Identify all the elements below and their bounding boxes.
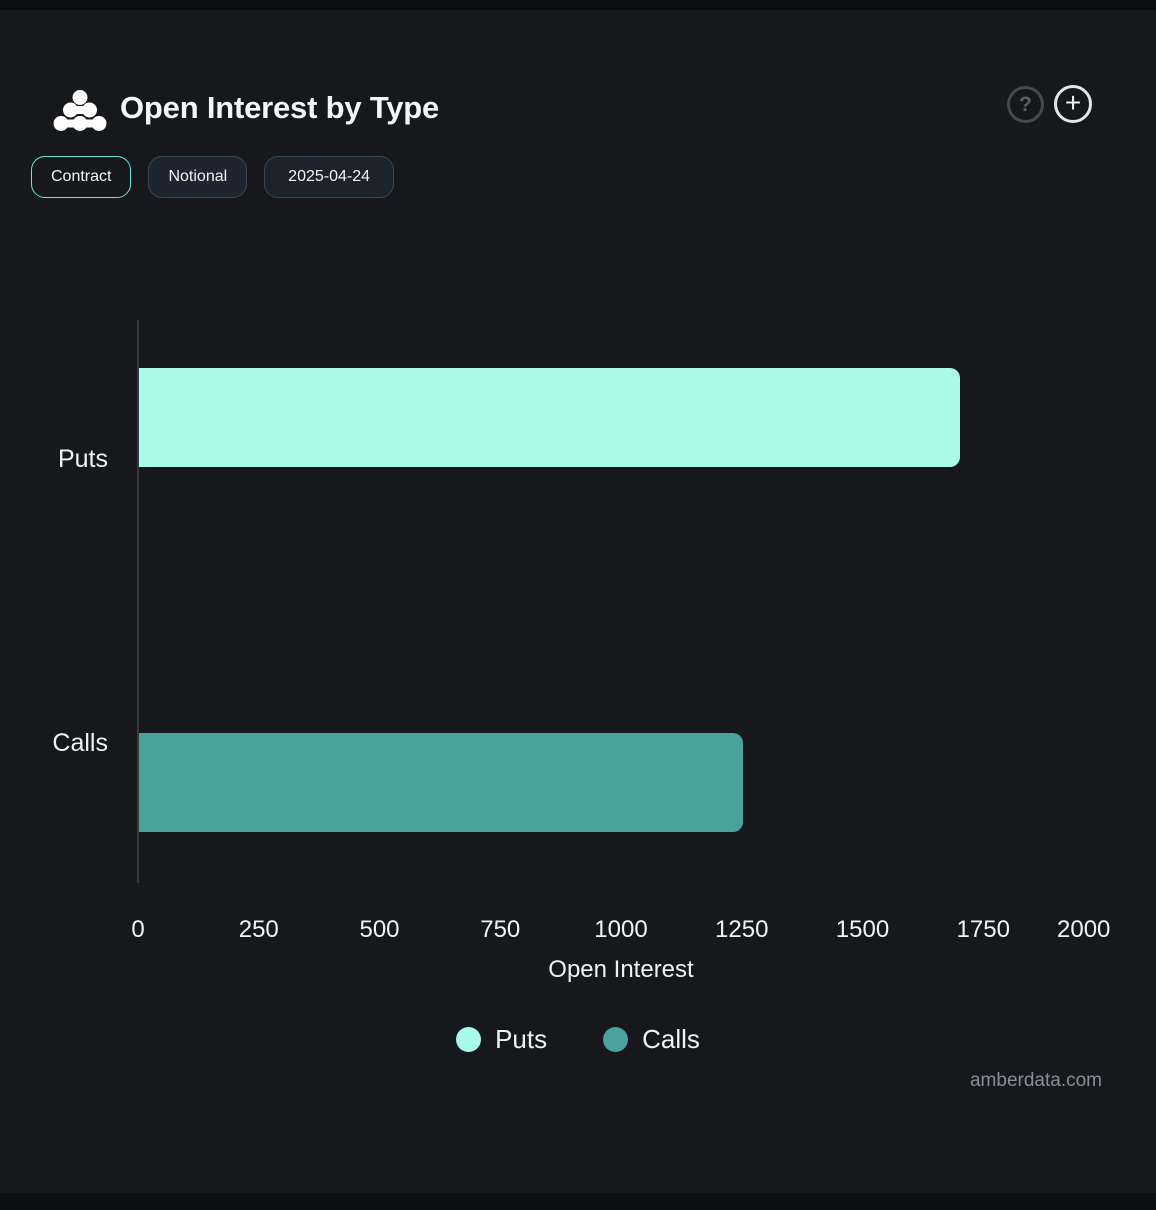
notional-toggle-button[interactable]: Notional: [148, 156, 248, 198]
category-label-puts: Puts: [57, 445, 108, 473]
plot-area: [137, 320, 1104, 883]
help-icon[interactable]: ?: [1007, 86, 1044, 123]
page-title: Open Interest by Type: [120, 90, 440, 125]
x-axis-tick: 500: [359, 916, 400, 943]
x-axis-tick: 1250: [715, 916, 769, 943]
watermark: amberdata.com: [969, 1070, 1102, 1091]
legend-dot-puts: [456, 1026, 482, 1052]
x-axis-tick: 1500: [835, 916, 890, 943]
legend-dot-calls: [603, 1026, 629, 1052]
toolbar: Contract Notional 2025-04-24: [31, 156, 395, 198]
y-axis-line: [137, 320, 139, 883]
legend-item-calls[interactable]: Calls: [603, 1023, 700, 1055]
date-picker-button[interactable]: 2025-04-24: [264, 156, 395, 198]
x-axis-ticks: 0 250 500 750 1000 1250 1500 1750 2000: [131, 914, 1110, 946]
x-axis-tick: 1750: [956, 916, 1010, 943]
chart-panel: Open Interest by Type ? + Contract Notio…: [0, 10, 1156, 1193]
legend-label-puts: Puts: [495, 1024, 548, 1054]
legend: Puts Calls: [0, 1023, 1156, 1055]
legend-item-puts[interactable]: Puts: [456, 1023, 547, 1055]
add-icon[interactable]: +: [1054, 85, 1092, 123]
x-axis-tick: 1000: [594, 916, 648, 943]
amberdata-logo-icon: [53, 90, 107, 131]
legend-label-calls: Calls: [642, 1024, 700, 1054]
x-axis-tick: 750: [480, 916, 521, 943]
x-axis-tick: 0: [131, 916, 145, 943]
x-axis-title: Open Interest: [548, 956, 694, 983]
x-axis-tick: 250: [238, 916, 279, 943]
category-label-calls: Calls: [52, 729, 108, 757]
bar-puts[interactable]: [139, 368, 961, 467]
bar-calls[interactable]: [139, 733, 743, 832]
contract-toggle-button[interactable]: Contract: [31, 156, 132, 198]
x-axis-tick: 2000: [1057, 916, 1111, 943]
help-glyph: ?: [1019, 92, 1032, 116]
plus-glyph: +: [1064, 86, 1082, 118]
